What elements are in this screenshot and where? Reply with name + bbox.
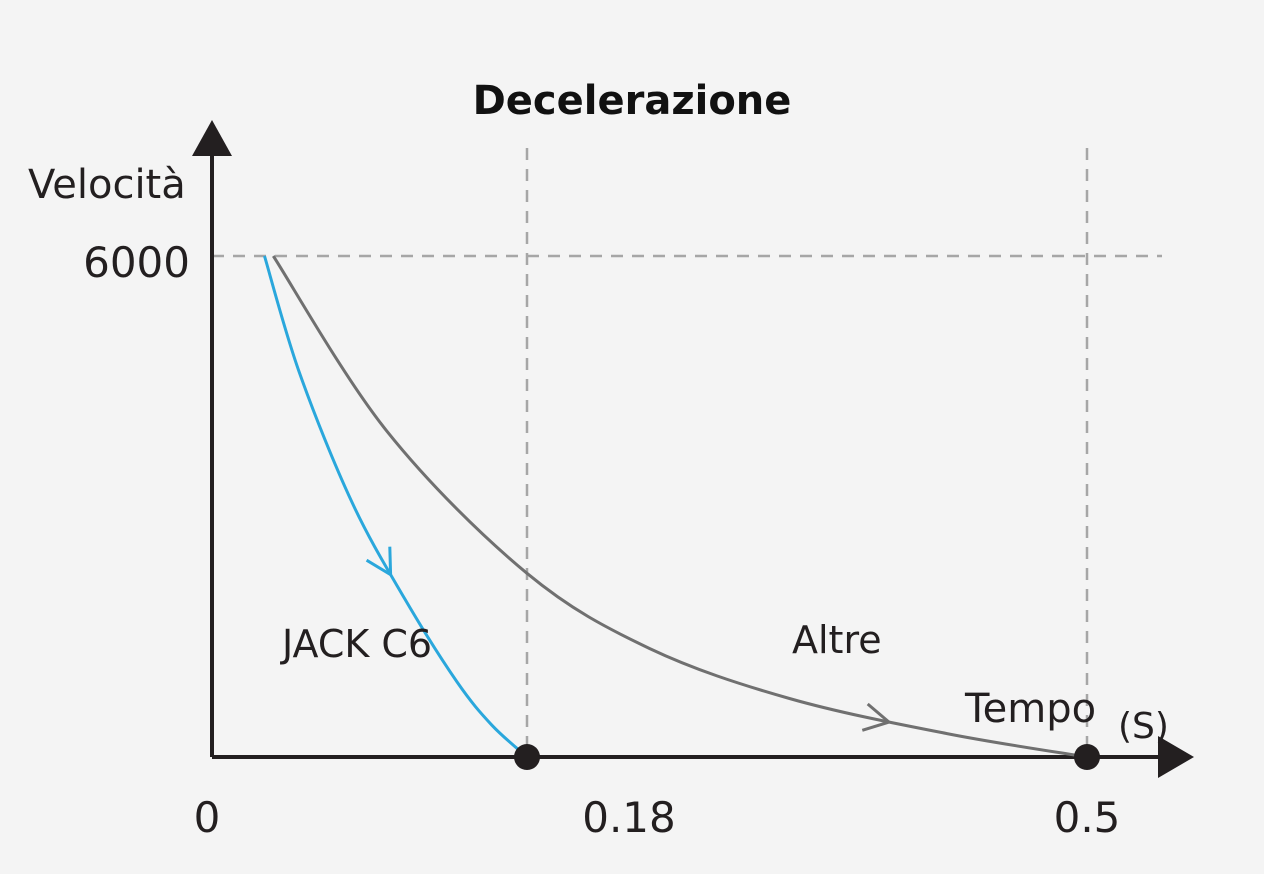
x-tick-label-0-18: 0.18 xyxy=(582,793,676,842)
y-tick-label-6000: 6000 xyxy=(83,238,190,287)
series-line-jack-c6 xyxy=(263,255,529,759)
series-label-jack-c6: JACK C6 xyxy=(280,622,432,666)
end-marker-0-18 xyxy=(514,744,540,770)
series-line-altre xyxy=(272,255,1088,759)
marker-layer xyxy=(514,744,1100,770)
x-axis-unit: (S) xyxy=(1118,706,1169,747)
series-label-altre: Altre xyxy=(792,618,882,662)
axes xyxy=(192,120,1194,778)
direction-arrow-altre xyxy=(861,702,893,732)
x-tick-label-0: 0 xyxy=(194,793,221,842)
chart-title: Decelerazione xyxy=(473,78,792,124)
y-axis-arrow xyxy=(192,120,232,156)
y-axis-label: Velocità xyxy=(28,162,186,208)
end-marker-0-5 xyxy=(1074,744,1100,770)
series-layer xyxy=(263,255,1088,759)
x-tick-label-0-5: 0.5 xyxy=(1054,793,1121,842)
direction-arrow-jack-c6 xyxy=(365,546,393,578)
x-axis-label: Tempo xyxy=(964,686,1096,732)
x-axis-arrow xyxy=(1158,736,1194,778)
grid-lines xyxy=(212,148,1162,757)
